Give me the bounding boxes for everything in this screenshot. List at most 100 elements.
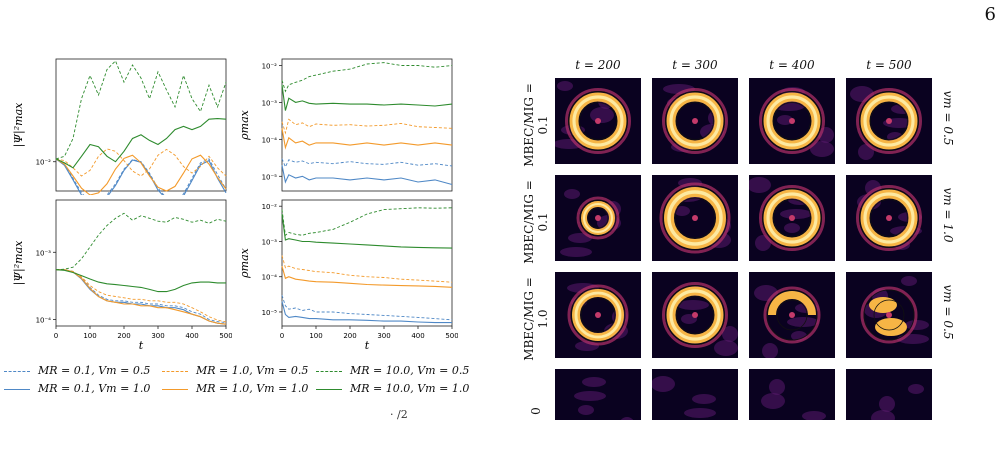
grid-column-label: t = 300 — [672, 58, 718, 72]
y-tick-label: 10⁻⁵ — [262, 309, 278, 317]
ring-halo — [567, 284, 629, 346]
background-swirl — [905, 320, 929, 330]
heatmap-cell — [652, 369, 738, 420]
plot-frame — [55, 58, 227, 192]
grid-row-label-left: MBEC/MIG = 0.1 — [522, 180, 550, 264]
ring-halo — [763, 286, 821, 344]
heatmap-cell — [555, 78, 641, 164]
ring-core — [863, 95, 915, 147]
center-dot — [692, 118, 698, 124]
contour-inner — [873, 299, 905, 331]
ring-core — [766, 95, 818, 147]
series-line — [55, 148, 227, 177]
contour-outer — [766, 289, 818, 341]
grid-column-label: t = 200 — [575, 58, 621, 72]
legend-swatch — [162, 371, 188, 372]
background-swirl — [871, 410, 895, 420]
x-tick-label: 300 — [151, 332, 164, 340]
series-line — [56, 269, 227, 323]
center-dot — [789, 215, 795, 221]
center-dot — [886, 312, 892, 318]
center-dot — [595, 215, 601, 221]
series-line — [55, 60, 227, 160]
legend-label: MR = 10.0, Vm = 1.0 — [350, 382, 470, 395]
legend-swatch — [4, 371, 30, 372]
background-swirl — [762, 343, 778, 358]
plot-frame — [281, 58, 453, 192]
plot-bottom-right: 10⁻² 10⁻³ 10⁻⁴ 10⁻⁵ 0 100 200 300 400 500 ρmax t — [226, 196, 458, 352]
y-tick-label: 10⁻³ — [36, 249, 52, 257]
center-dot — [886, 118, 892, 124]
ring-halo — [759, 185, 825, 251]
series-line — [55, 118, 227, 169]
background-swirl — [677, 300, 709, 310]
series-line — [281, 265, 453, 288]
ring-core — [667, 190, 723, 246]
plot-frame — [55, 199, 227, 327]
contour-outer — [570, 287, 626, 343]
heatmap-cell — [846, 78, 932, 164]
y-tick-label: 10⁻² — [262, 63, 278, 71]
contour-inner — [773, 199, 811, 237]
y-tick-label: 10⁻³ — [262, 99, 278, 107]
series-line — [281, 128, 453, 150]
ring-halo — [759, 88, 825, 154]
legend-label: MR = 0.1, Vm = 0.5 — [38, 364, 151, 377]
y-axis-label: ρmax — [238, 109, 251, 140]
ring-halo — [576, 196, 620, 240]
series-line — [281, 255, 453, 283]
background-swirl — [784, 223, 800, 233]
heatmap-cell — [555, 369, 641, 420]
background-swirl — [692, 394, 716, 404]
background-swirl — [674, 206, 690, 216]
background-swirl — [557, 81, 573, 91]
contour-inner — [579, 102, 617, 140]
contour-outer — [762, 188, 822, 248]
grid-row-label-left: MBEC/MIG = 1.0 — [522, 277, 550, 361]
grid-row-label-left-partial: 0 — [529, 407, 543, 415]
center-dot — [789, 312, 795, 318]
background-swirl — [761, 393, 785, 409]
background-swirl — [620, 417, 634, 420]
contour-outer — [859, 188, 919, 248]
ring-blob — [875, 318, 907, 336]
heatmap-cell — [555, 175, 641, 261]
contour-inner — [676, 102, 714, 140]
x-tick-label: 400 — [185, 332, 198, 340]
ring-halo — [565, 88, 631, 154]
series-line — [281, 62, 453, 93]
series-line — [281, 118, 453, 135]
plot-top-left: 10⁻² |Ψ|²max — [0, 55, 232, 195]
background-swirl — [590, 107, 614, 123]
grid-row-label-right: vm = 1.0 — [941, 187, 955, 243]
center-dot — [789, 118, 795, 124]
y-tick-label: 10⁻⁴ — [262, 274, 278, 282]
x-tick-label: 500 — [445, 332, 458, 340]
x-tick-label: 300 — [377, 332, 390, 340]
ring-halo — [860, 286, 918, 344]
center-dot — [595, 118, 601, 124]
heatmap-cell — [846, 272, 932, 358]
contour-outer — [863, 289, 915, 341]
contour-outer — [762, 91, 822, 151]
contour-outer — [579, 199, 617, 237]
background-swirl — [901, 276, 917, 286]
heatmap-cell — [749, 78, 835, 164]
x-tick-label: 0 — [280, 332, 284, 340]
heatmap-cell — [749, 369, 835, 420]
page-number: 6 — [984, 4, 996, 25]
legend-label: MR = 1.0, Vm = 0.5 — [196, 364, 309, 377]
ring-halo — [856, 88, 922, 154]
background-swirl — [564, 189, 580, 199]
series-line — [55, 212, 227, 271]
center-dot — [692, 312, 698, 318]
series-line — [55, 154, 227, 195]
background-swirl — [879, 396, 895, 412]
legend-label: MR = 10.0, Vm = 0.5 — [350, 364, 470, 377]
contour-inner — [870, 199, 908, 237]
background-swirl — [722, 326, 738, 342]
contour-outer — [665, 285, 725, 345]
y-tick-label: 10⁻⁵ — [262, 173, 278, 181]
legend-swatch — [4, 389, 30, 390]
center-dot — [886, 215, 892, 221]
